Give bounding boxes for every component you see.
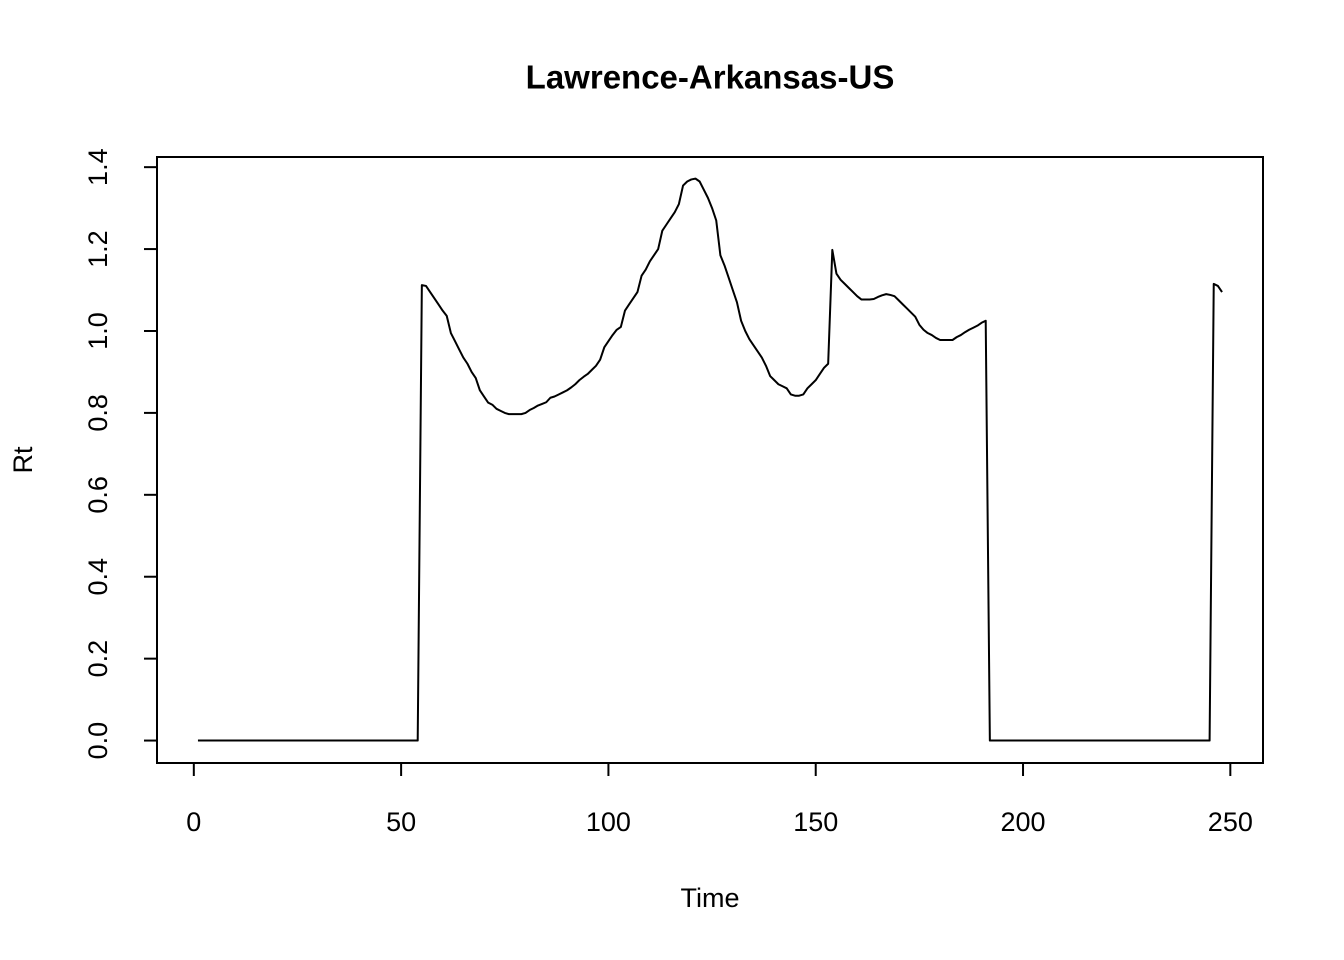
x-tick-label: 100 — [586, 807, 631, 837]
x-tick-label: 50 — [386, 807, 416, 837]
y-tick-label: 0.0 — [83, 722, 113, 760]
y-tick-label: 0.8 — [83, 394, 113, 432]
y-tick-label: 1.2 — [83, 230, 113, 268]
x-axis-label: Time — [681, 883, 740, 913]
data-line — [197, 177, 1223, 742]
y-tick-label: 1.0 — [83, 312, 113, 350]
x-tick-label: 200 — [1000, 807, 1045, 837]
x-tick-label: 0 — [186, 807, 201, 837]
y-tick-label: 0.2 — [83, 640, 113, 678]
y-tick-label: 0.4 — [83, 558, 113, 596]
y-tick-label: 1.4 — [83, 148, 113, 186]
x-tick-label: 150 — [793, 807, 838, 837]
chart-title: Lawrence-Arkansas-US — [526, 59, 895, 96]
y-axis-label: Rt — [8, 446, 38, 473]
y-tick-label: 0.6 — [83, 476, 113, 514]
x-tick-label: 250 — [1208, 807, 1253, 837]
